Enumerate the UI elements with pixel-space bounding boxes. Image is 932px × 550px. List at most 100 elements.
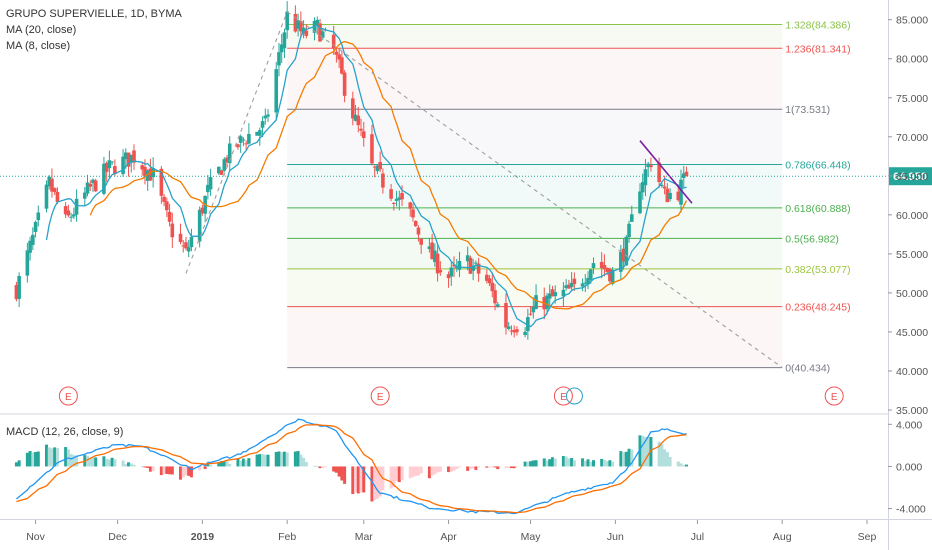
macd-histogram-bar	[619, 451, 623, 467]
macd-histogram-bar	[282, 451, 286, 467]
macd-histogram-bar	[553, 458, 557, 467]
macd-histogram-bar	[198, 466, 202, 471]
candle-body	[159, 168, 164, 196]
macd-histogram-bar	[337, 466, 341, 477]
candle-body	[561, 289, 566, 297]
candle-body	[342, 72, 347, 96]
candle-body	[389, 189, 393, 199]
candle-body	[413, 220, 418, 227]
candle-body	[50, 178, 54, 192]
candle-body	[145, 170, 150, 181]
candle-body	[588, 269, 593, 280]
macd-histogram-bar	[293, 451, 297, 467]
earnings-marker-label: E	[65, 392, 72, 403]
ma20-legend[interactable]: MA (20, close)	[6, 24, 77, 36]
candle-body	[643, 169, 648, 186]
macd-histogram-bar	[550, 457, 554, 467]
candle-body	[679, 179, 683, 205]
fib-zone	[287, 164, 783, 208]
macd-histogram-bar	[102, 456, 106, 467]
earnings-marker	[370, 386, 390, 406]
macd-histogram-bar	[523, 461, 527, 467]
macd-histogram-bar	[53, 447, 57, 467]
macd-histogram-bar	[124, 464, 128, 467]
last-price-badge	[889, 167, 932, 186]
macd-histogram-bar	[34, 452, 38, 467]
macd-histogram-bar	[624, 451, 628, 467]
candle-body	[82, 192, 87, 199]
candle-body	[74, 198, 79, 215]
fib-level-label: 1(73.531)	[785, 104, 830, 116]
macd-histogram-bar	[334, 466, 338, 473]
macd-legend[interactable]: MACD (12, 26, close, 9)	[6, 426, 124, 438]
macd-histogram-bar	[69, 454, 73, 467]
x-tick-label: Sep	[858, 531, 877, 543]
macd-histogram-bar	[373, 466, 377, 500]
candle-body	[676, 191, 681, 201]
y-tick-label: 85.000	[896, 15, 928, 27]
candle-body	[359, 128, 363, 131]
candle-body	[681, 173, 686, 179]
macd-histogram-bar	[129, 463, 133, 467]
candle-body	[534, 295, 538, 309]
candle-body	[31, 234, 35, 245]
macd-histogram-bar	[581, 458, 585, 467]
candle-body	[356, 115, 361, 126]
last-price-label: 64.950	[893, 171, 927, 183]
macd-histogram-bar	[296, 451, 300, 467]
macd-histogram-bar	[436, 466, 440, 473]
macd-histogram-bar	[416, 466, 420, 476]
candle-body	[370, 134, 374, 164]
ma8-legend[interactable]: MA (8, close)	[6, 40, 71, 52]
fib-level-label: 0.618(60.888)	[785, 203, 850, 215]
macd-histogram-bar	[72, 455, 76, 467]
macd-histogram-bar	[433, 466, 437, 475]
signal-line	[16, 424, 687, 514]
macd-histogram-bar	[225, 460, 229, 467]
earnings-marker-label: E	[831, 392, 838, 403]
candle-body	[126, 152, 131, 167]
candle-body	[285, 11, 289, 31]
candle-body	[25, 250, 30, 276]
fib-level-label: 0.382(53.077)	[785, 264, 850, 276]
macd-histogram-bar	[241, 458, 245, 467]
macd-histogram-bar	[668, 456, 672, 467]
macd-histogram-bar	[274, 451, 278, 467]
candle-body	[665, 188, 670, 203]
candle-body	[553, 292, 558, 297]
candle-body	[649, 165, 653, 168]
candle-body	[610, 270, 615, 284]
candle-body	[72, 214, 76, 217]
candle-body	[430, 242, 434, 260]
macd-histogram-bar	[17, 460, 21, 467]
candle-body	[66, 210, 71, 216]
candle-body	[394, 198, 399, 201]
macd-histogram-bar	[247, 458, 251, 467]
y-tick-label: 45.000	[896, 327, 928, 339]
macd-histogram-bar	[359, 466, 363, 493]
candle-body	[184, 242, 188, 249]
macd-histogram-bar	[36, 451, 40, 467]
macd-histogram-bar	[151, 466, 155, 472]
candle-body	[14, 285, 19, 300]
macd-histogram-bar	[452, 466, 456, 471]
macd-histogram-bar	[627, 448, 631, 467]
symbol-title[interactable]: GRUPO SUPERVIELLE, 1D, BYMA	[6, 8, 182, 20]
macd-histogram-bar	[354, 466, 358, 493]
x-tick-label: Jun	[607, 531, 624, 543]
macd-histogram-bar	[488, 466, 492, 468]
macd-histogram-bar	[168, 466, 172, 475]
y-tick-label: 80.000	[896, 54, 928, 66]
candle-body	[512, 329, 516, 333]
macd-histogram-bar	[389, 466, 393, 489]
macd-histogram-bar	[170, 466, 174, 475]
candle-body	[400, 193, 404, 200]
candle-body	[361, 131, 366, 139]
x-tick-label: Aug	[773, 531, 792, 543]
x-tick-label: Dec	[108, 531, 127, 543]
macd-histogram-bar	[140, 466, 144, 467]
macd-histogram-bar	[159, 466, 163, 476]
macd-histogram-bar	[490, 466, 494, 468]
fib-level-label: 1.236(81.341)	[785, 43, 850, 55]
